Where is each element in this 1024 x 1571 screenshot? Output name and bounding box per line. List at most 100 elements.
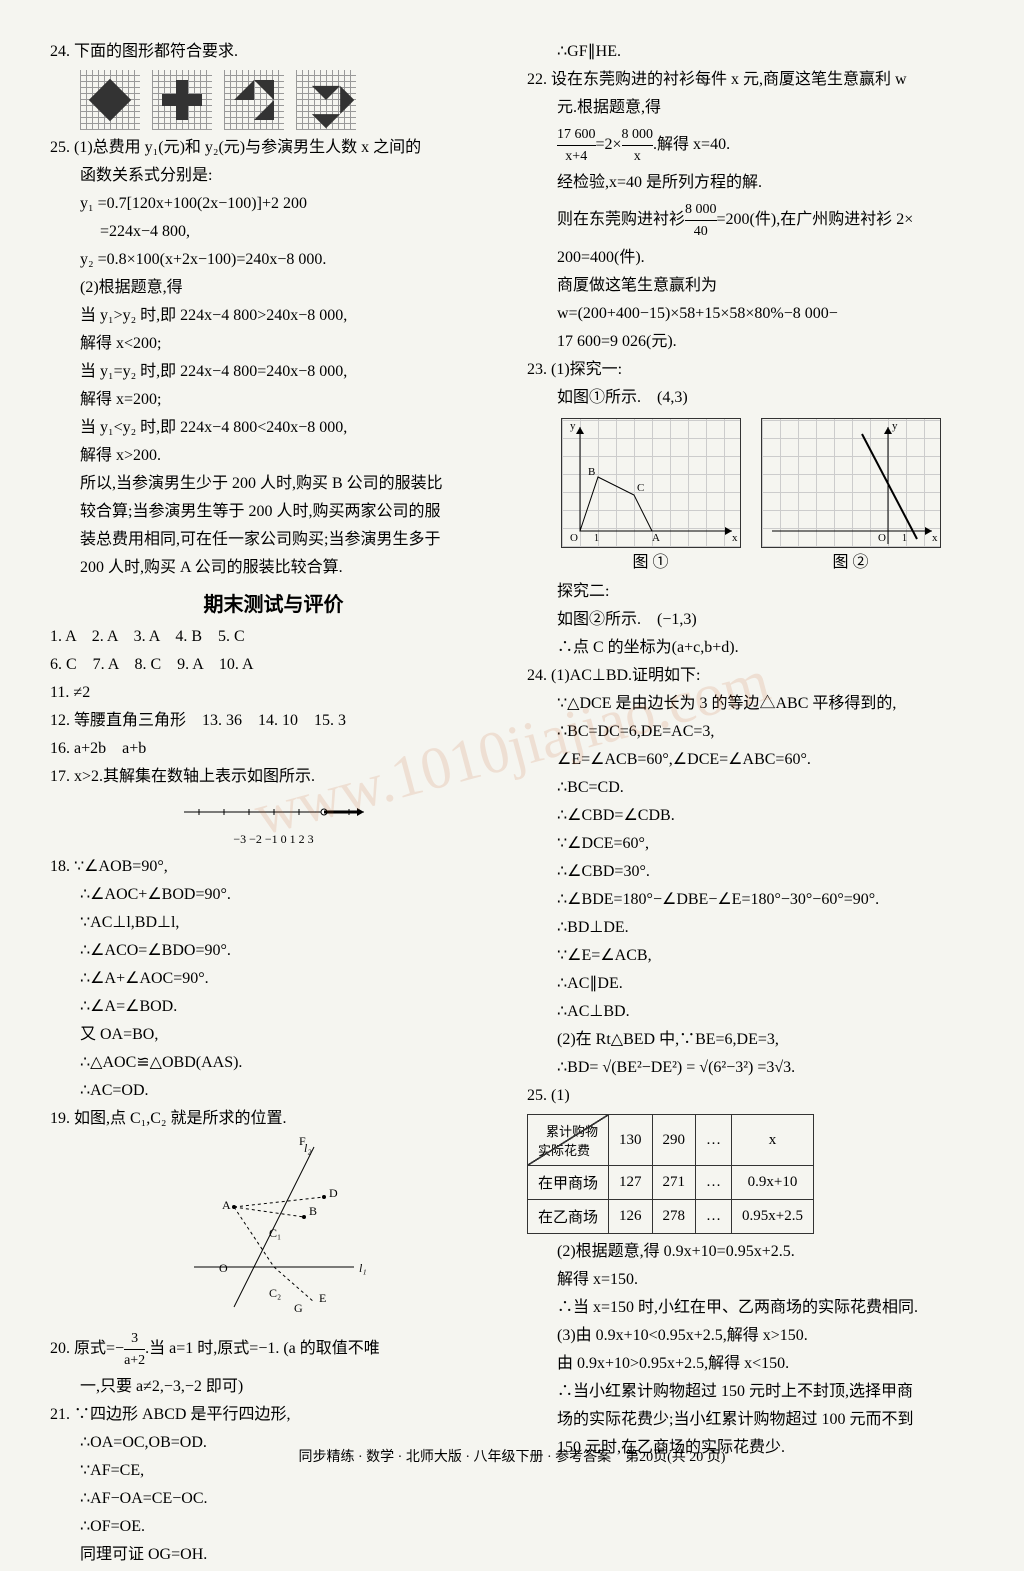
- q22b: 元.根据题意,得: [527, 96, 974, 120]
- q25-3a: (3)由 0.9x+10<0.95x+2.5,解得 x>150.: [527, 1324, 974, 1348]
- q25-3d: 场的实际花费少;当小红累计购物超过 100 元而不到: [527, 1408, 974, 1432]
- q16: 16. a+2b a+b: [50, 737, 497, 761]
- q24m: ∴AC⊥BD.: [527, 1000, 974, 1024]
- q22d: 经检验,x=40 是所列方程的解.: [527, 171, 974, 195]
- svg-text:O: O: [878, 532, 886, 544]
- q25-2a: (2)根据题意,得 0.9x+10=0.95x+2.5.: [527, 1240, 974, 1264]
- q22i: 17 600=9 026(元).: [527, 330, 974, 354]
- svg-text:1: 1: [594, 533, 599, 544]
- q24a: 24. (1)AC⊥BD.证明如下:: [527, 664, 974, 688]
- q25: 25. (1): [527, 1084, 974, 1108]
- q25-c2: 较合算;当参演男生等于 200 人时,购买两家公司的服: [50, 500, 497, 524]
- ans-row1: 1. A 2. A 3. A 4. B 5. C: [50, 625, 497, 649]
- svg-text:A: A: [652, 532, 660, 544]
- q25-c4: 200 人时,购买 A 公司的服装比较合算.: [50, 556, 497, 580]
- q20a: 20. 原式=−: [50, 1340, 124, 1357]
- row2-label: 在乙商场: [528, 1200, 609, 1234]
- q22c: 17 600x+4=2×8 000x.解得 x=40.: [527, 124, 974, 167]
- q22h: w=(200+400−15)×58+15×58×80%−8 000−: [527, 302, 974, 326]
- svg-text:B: B: [309, 1204, 317, 1218]
- q24h: ∴∠CBD=30°.: [527, 860, 974, 884]
- number-line-figure: −3 −2 −1 0 1 2 3: [50, 797, 497, 847]
- shopping-table: 累计购物 实际花费 130 290 … x 在甲商场 127 271 … 0.9…: [527, 1114, 814, 1234]
- number-line-labels: −3 −2 −1 0 1 2 3: [50, 832, 497, 847]
- r21g: ∴GF∥HE.: [527, 40, 974, 64]
- pattern-pinwheel1: [224, 70, 284, 130]
- q20: 20. 原式=−3a+2.当 a=1 时,原式=−1. (a 的取值不唯: [50, 1328, 497, 1371]
- q25-y1a: y₁ =0.7[120x+100(2x−100)]+2 200: [50, 192, 497, 216]
- q25-1b: 函数关系式分别是:: [50, 164, 497, 188]
- pattern-cross: [152, 70, 212, 130]
- svg-text:x: x: [732, 532, 738, 544]
- q22f: 200=400(件).: [527, 246, 974, 270]
- q21e: ∴OF=OE.: [50, 1515, 497, 1539]
- fig1-label: 图 ①: [561, 548, 741, 572]
- q25-1: 25. (1)总费用 y₁(元)和 y₂(元)与参演男生人数 x 之间的: [50, 136, 497, 160]
- svg-text:y: y: [570, 420, 576, 432]
- q20c: 一,只要 a≠2,−3,−2 即可): [50, 1375, 497, 1399]
- svg-text:G: G: [294, 1301, 303, 1315]
- th-dots: …: [696, 1115, 732, 1166]
- row1-label: 在甲商场: [528, 1166, 609, 1200]
- q21f: 同理可证 OG=OH.: [50, 1543, 497, 1567]
- q18g: 又 OA=BO,: [50, 1023, 497, 1047]
- pattern-diamond: [80, 70, 140, 130]
- th-x: x: [732, 1115, 814, 1166]
- q23b: 如图①所示. (4,3): [527, 386, 974, 410]
- q21d: ∴AF−OA=CE−OC.: [50, 1487, 497, 1511]
- final-exam-title: 期末测试与评价: [50, 588, 497, 617]
- geometry-figure: l₁ l₂ F A B D C₁ O C₂ G E: [50, 1137, 497, 1322]
- q21a: 21. ∵四边形 ABCD 是平行四边形,: [50, 1403, 497, 1427]
- q24f: ∴∠CBD=∠CDB.: [527, 804, 974, 828]
- q22a: 22. 设在东莞购进的衬衫每件 x 元,商厦这笔生意赢利 w: [527, 68, 974, 92]
- pattern-figures: [80, 70, 497, 130]
- q24k: ∵∠E=∠ACB,: [527, 944, 974, 968]
- q25-c3: 装总费用相同,可在任一家公司购买;当参演男生多于: [50, 528, 497, 552]
- q25-2f: 解得 x>200.: [50, 444, 497, 468]
- q12: 12. 等腰直角三角形 13. 36 14. 10 15. 3: [50, 709, 497, 733]
- svg-text:C: C: [637, 482, 644, 494]
- q25-2a: 当 y₁>y₂ 时,即 224x−4 800>240x−8 000,: [50, 304, 497, 328]
- q24j: ∴BD⊥DE.: [527, 916, 974, 940]
- q25-3b: 由 0.9x+10>0.95x+2.5,解得 x<150.: [527, 1352, 974, 1376]
- q23d: 如图②所示. (−1,3): [527, 608, 974, 632]
- svg-text:C₁: C₁: [269, 1226, 281, 1240]
- q24g: ∵∠DCE=60°,: [527, 832, 974, 856]
- svg-text:O: O: [570, 532, 578, 544]
- svg-text:E: E: [319, 1291, 326, 1305]
- q24: 24. 下面的图形都符合要求.: [50, 40, 497, 64]
- q25-2d: 解得 x=200;: [50, 388, 497, 412]
- q24c: ∴BC=DC=6,DE=AC=3,: [527, 720, 974, 744]
- q18c: ∵AC⊥l,BD⊥l,: [50, 911, 497, 935]
- q25-2b: 解得 x=150.: [527, 1268, 974, 1292]
- q25-y2: y₂ =0.8×100(x+2x−100)=240x−8 000.: [50, 248, 497, 272]
- svg-text:O: O: [219, 1261, 228, 1275]
- coord-grid-2: Oxy 1: [761, 418, 941, 548]
- q24e: ∴BC=CD.: [527, 776, 974, 800]
- q18h: ∴△AOC≌△OBD(AAS).: [50, 1051, 497, 1075]
- q25-2e: 当 y₁<y₂ 时,即 224x−4 800<240x−8 000,: [50, 416, 497, 440]
- svg-text:x: x: [932, 532, 938, 544]
- q18a: 18. ∵∠AOB=90°,: [50, 855, 497, 879]
- q24o: ∴BD= √(BE²−DE²) = √(6²−3²) =3√3.: [527, 1056, 974, 1080]
- q24d: ∠E=∠ACB=60°,∠DCE=∠ABC=60°.: [527, 748, 974, 772]
- svg-text:F: F: [299, 1137, 306, 1148]
- q20b: .当 a=1 时,原式=−1. (a 的取值不唯: [145, 1340, 380, 1357]
- right-column: ∴GF∥HE. 22. 设在东莞购进的衬衫每件 x 元,商厦这笔生意赢利 w 元…: [527, 40, 974, 1571]
- q22g: 商厦做这笔生意赢利为: [527, 274, 974, 298]
- q18i: ∴AC=OD.: [50, 1079, 497, 1103]
- svg-text:D: D: [329, 1186, 338, 1200]
- svg-text:B: B: [588, 466, 595, 478]
- q18d: ∴∠ACO=∠BDO=90°.: [50, 939, 497, 963]
- left-column: 24. 下面的图形都符合要求. 25.: [50, 40, 497, 1571]
- table-row: 在甲商场 127 271 … 0.9x+10: [528, 1166, 814, 1200]
- q25-2: (2)根据题意,得: [50, 276, 497, 300]
- q24b: ∵△DCE 是由边长为 3 的等边△ABC 平移得到的,: [527, 692, 974, 716]
- fig2-label: 图 ②: [761, 548, 941, 572]
- svg-text:1: 1: [902, 533, 907, 544]
- q11: 11. ≠2: [50, 681, 497, 705]
- page-footer: 同步精练 · 数学 · 北师大版 · 八年级下册 · 参考答案 第20页(共 2…: [0, 1446, 1024, 1466]
- q25-2b: 解得 x<200;: [50, 332, 497, 356]
- q18b: ∴∠AOC+∠BOD=90°.: [50, 883, 497, 907]
- q23c: 探究二:: [527, 580, 974, 604]
